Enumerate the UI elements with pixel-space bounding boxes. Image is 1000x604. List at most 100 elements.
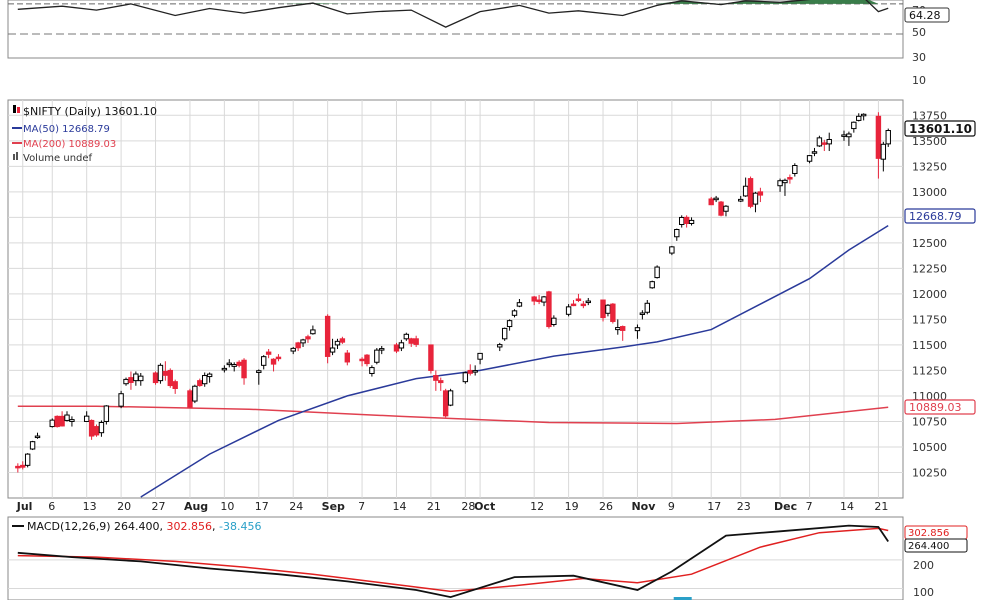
candle-up xyxy=(157,363,164,384)
candle-body xyxy=(310,329,316,335)
x-tick-label: 12 xyxy=(530,500,544,513)
candle-up xyxy=(334,338,341,350)
candle-down xyxy=(393,342,400,354)
candle-body xyxy=(344,352,351,363)
candle-up xyxy=(369,365,375,377)
candle-up xyxy=(669,245,675,256)
candle-down xyxy=(20,461,26,470)
candle-up xyxy=(226,359,232,368)
candle-body xyxy=(615,327,621,331)
candle-up xyxy=(846,131,852,146)
candle-up xyxy=(231,362,237,372)
candle-body xyxy=(88,419,95,437)
volume-icon xyxy=(13,154,15,160)
candle-body xyxy=(462,372,469,383)
candle-down xyxy=(570,300,577,307)
candle-up xyxy=(256,369,262,385)
candle-body xyxy=(157,364,164,382)
candle-body xyxy=(782,179,788,184)
candle-body xyxy=(639,312,646,315)
price-tick-label: 13000 xyxy=(912,186,947,199)
candle-down xyxy=(531,295,537,306)
candle-down xyxy=(241,358,247,385)
price-tick-label: 11750 xyxy=(912,313,947,326)
candle-body xyxy=(580,303,587,307)
rsi-grid xyxy=(8,3,903,35)
candle-body xyxy=(83,415,90,422)
candle-body xyxy=(398,342,405,349)
candle-body xyxy=(447,390,454,406)
candle-up xyxy=(723,205,729,217)
ma200-tag-box xyxy=(904,399,976,415)
candle-body xyxy=(256,370,262,373)
price-tick-label: 13750 xyxy=(912,109,947,122)
candle-up xyxy=(497,342,503,352)
candle-body xyxy=(393,344,400,352)
macd-title-text: MACD(12,26,9) xyxy=(27,520,111,533)
candle-down xyxy=(265,349,272,359)
legend-volume-text: Volume undef xyxy=(23,153,93,164)
candle-body xyxy=(501,327,508,340)
candle-down xyxy=(546,290,552,329)
ma200-tag: 10889.03 xyxy=(904,399,976,415)
x-tick-label: 13 xyxy=(83,500,97,513)
candle-up xyxy=(511,309,518,318)
candle-body xyxy=(334,340,341,346)
candle-down xyxy=(438,377,444,391)
candle-up xyxy=(654,265,660,279)
rsi-value-tag: 64.28 xyxy=(909,9,941,22)
rsi-panel-frame xyxy=(7,0,904,59)
candle-body xyxy=(98,421,105,434)
rsi-panel: 70 50 30 10 64.28 xyxy=(7,0,950,87)
x-tick-label: 24 xyxy=(289,500,303,513)
candle-up xyxy=(841,130,847,141)
price-tick-label: 12250 xyxy=(912,262,947,275)
candle-body xyxy=(541,296,547,303)
candle-up xyxy=(742,177,749,197)
candle-up xyxy=(634,324,641,339)
x-tick-label: 20 xyxy=(117,500,131,513)
candle-body xyxy=(792,165,798,174)
candle-up xyxy=(69,416,75,427)
candlestick-icon-down xyxy=(17,107,20,113)
macd-title: MACD(12,26,9) 264.400, 302.856, -38.456 xyxy=(27,520,262,533)
candle-up xyxy=(462,371,469,384)
candle-up xyxy=(688,217,695,226)
candle-down xyxy=(364,354,370,367)
macd-signal-value: 302.856 xyxy=(167,520,213,533)
x-tick-label: 7 xyxy=(358,500,365,513)
candle-body xyxy=(575,298,582,301)
candle-body xyxy=(59,415,65,427)
candle-body xyxy=(359,358,365,362)
candle-up xyxy=(782,178,788,196)
ma50-tag: 12668.79 xyxy=(904,208,976,224)
x-tick-label: 6 xyxy=(48,500,55,513)
candle-up xyxy=(472,365,478,376)
price-tick-label: 13250 xyxy=(912,160,947,173)
legend-item-price: $NIFTY (Daily) 13601.10 xyxy=(13,105,157,118)
candle-body xyxy=(442,390,449,417)
candle-body xyxy=(374,349,380,363)
candle-body xyxy=(885,130,891,145)
candle-body xyxy=(826,138,832,145)
candle-up xyxy=(118,390,124,409)
candle-body xyxy=(531,296,537,302)
candle-down xyxy=(757,187,764,203)
candle-up xyxy=(261,355,267,370)
x-tick-label: 14 xyxy=(840,500,854,513)
candle-body xyxy=(433,375,439,381)
candle-up xyxy=(133,371,139,386)
candle-down xyxy=(305,334,311,343)
candle-body xyxy=(324,315,331,357)
candle-body xyxy=(634,327,641,332)
candle-body xyxy=(723,205,729,212)
candle-body xyxy=(718,201,724,216)
x-tick-label: 10 xyxy=(220,500,234,513)
candle-down xyxy=(747,176,754,209)
x-tick-label: 9 xyxy=(668,500,675,513)
candles-layer xyxy=(15,112,891,473)
price-tick-label: 10500 xyxy=(912,441,947,454)
candle-body xyxy=(713,197,719,201)
candle-up xyxy=(777,178,783,192)
price-y-ticks: 1375013500132501300012750125001225012000… xyxy=(912,109,947,479)
